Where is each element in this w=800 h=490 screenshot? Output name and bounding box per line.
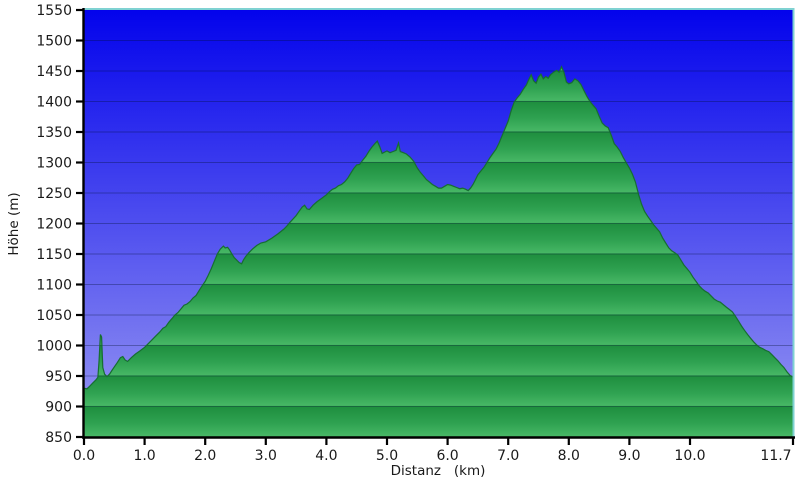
y-tick-label: 1400	[36, 95, 72, 111]
y-tick-label: 1200	[36, 217, 72, 233]
x-tick-label: 8.0	[558, 448, 580, 464]
x-tick-label: 10.0	[674, 448, 705, 464]
x-tick-label: 1.0	[133, 448, 155, 464]
y-tick-label: 1450	[36, 64, 72, 80]
x-tick-label: 4.0	[315, 448, 337, 464]
x-tick-label: 2.0	[194, 448, 216, 464]
x-tick-label: 11.7	[760, 448, 791, 464]
y-tick-label: 1500	[36, 34, 72, 50]
y-tick-label: 850	[45, 430, 72, 446]
y-tick-label: 1000	[36, 339, 72, 355]
elevation-area	[84, 66, 793, 437]
y-tick-label: 900	[45, 400, 72, 416]
x-tick-label: 9.0	[618, 448, 640, 464]
y-tick-label: 1250	[36, 186, 72, 202]
x-axis-title: Distanz (km)	[390, 463, 486, 479]
y-tick-label: 950	[45, 369, 72, 385]
y-tick-label: 1300	[36, 156, 72, 172]
y-tick-label: 1150	[36, 247, 72, 263]
y-tick-label: 1550	[36, 3, 72, 19]
x-tick-label: 3.0	[255, 448, 277, 464]
x-tick-label: 6.0	[436, 448, 458, 464]
y-axis-title: Höhe (m)	[6, 192, 22, 256]
elevation-outline	[83, 65, 794, 390]
y-tick-label: 1350	[36, 125, 72, 141]
x-tick-label: 0.0	[73, 448, 95, 464]
y-tick-label: 1050	[36, 308, 72, 324]
x-tick-label: 5.0	[376, 448, 398, 464]
y-tick-label: 1100	[36, 278, 72, 294]
x-tick-label: 7.0	[497, 448, 519, 464]
